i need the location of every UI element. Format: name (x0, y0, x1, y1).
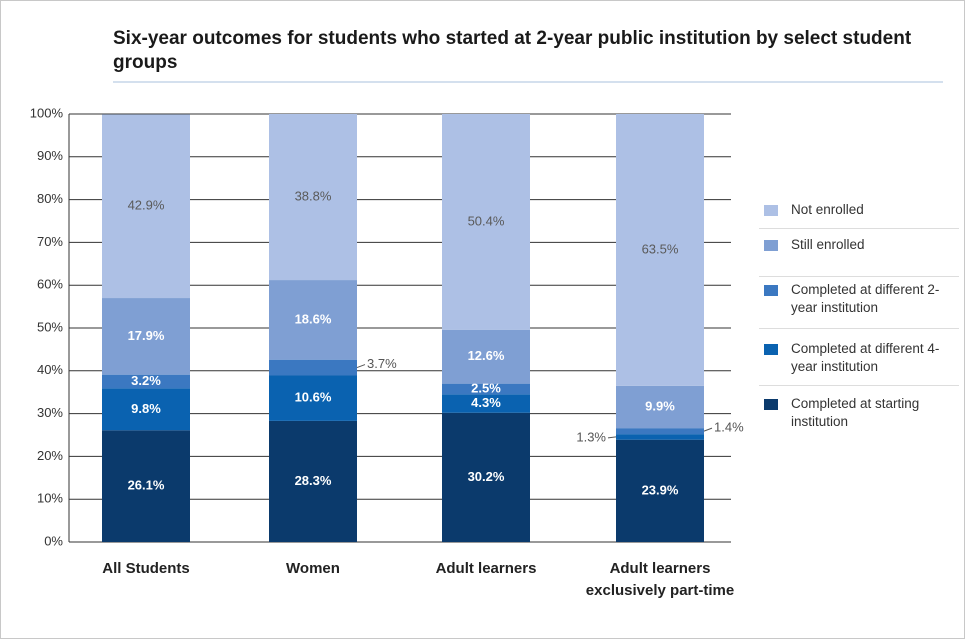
x-tick-label: All Students (102, 560, 190, 577)
legend-label: Still enrolled (791, 237, 865, 252)
value-label: 50.4% (468, 213, 505, 228)
leader-line (356, 364, 366, 369)
y-tick-label: 30% (37, 405, 63, 420)
value-label: 4.3% (471, 395, 501, 410)
legend-swatch (764, 399, 778, 410)
y-tick-label: 80% (37, 191, 63, 206)
value-label: 23.9% (642, 482, 679, 497)
legend-label: Completed at different 4-year institutio… (791, 341, 940, 374)
value-label: 1.3% (576, 429, 606, 444)
y-tick-label: 90% (37, 148, 63, 163)
bar-segment (269, 420, 357, 542)
legend-label: Completed at starting institution (791, 396, 920, 429)
bar-segment (616, 439, 704, 542)
value-label: 38.8% (295, 188, 332, 203)
legend-swatch (764, 344, 778, 355)
bar-segment (269, 280, 357, 360)
value-label: 3.2% (131, 373, 161, 388)
y-tick-label: 10% (37, 491, 63, 506)
x-tick-label: Adult learners exclusively part-time (585, 560, 735, 599)
y-tick-label: 40% (37, 362, 63, 377)
bar-segment (442, 383, 530, 395)
value-label: 9.9% (645, 398, 675, 413)
value-label: 42.9% (128, 198, 165, 213)
chart-title: Six-year outcomes for students who start… (113, 28, 912, 73)
y-tick-label: 20% (37, 448, 63, 463)
value-label: 30.2% (468, 469, 505, 484)
value-label: 10.6% (295, 390, 332, 405)
bar-segment (442, 412, 530, 542)
bar-segment (269, 114, 357, 281)
legend-swatch (764, 205, 778, 216)
bar-segment (616, 114, 704, 386)
y-tick-label: 70% (37, 234, 63, 249)
value-label: 63.5% (642, 241, 679, 256)
value-label: 26.1% (128, 478, 165, 493)
bar-segment (102, 388, 190, 431)
bar-segment (616, 434, 704, 440)
leader-line (703, 427, 713, 432)
bar-segment (102, 114, 190, 299)
value-label: 3.7% (367, 356, 397, 371)
value-label: 9.8% (131, 401, 161, 416)
legend-label: Not enrolled (791, 202, 864, 217)
bar-segment (442, 394, 530, 413)
value-label: 17.9% (128, 328, 165, 343)
value-label: 12.6% (468, 348, 505, 363)
bar-segment (616, 385, 704, 429)
x-tick-label: Adult learners (435, 560, 537, 577)
y-tick-label: 0% (44, 533, 63, 548)
legend-swatch (764, 285, 778, 296)
bar-segment (102, 430, 190, 542)
bar-segment (442, 329, 530, 384)
value-label: 28.3% (295, 473, 332, 488)
y-tick-label: 100% (30, 105, 64, 120)
legend-label: Completed at different 2-year institutio… (791, 282, 940, 315)
value-label: 18.6% (295, 311, 332, 326)
leader-line (607, 436, 617, 439)
x-tick-label: Women (286, 560, 340, 577)
bar-segment (442, 114, 530, 330)
bar-segment (269, 359, 357, 376)
value-label: 2.5% (471, 380, 501, 395)
value-label: 1.4% (714, 420, 744, 435)
legend-swatch (764, 240, 778, 251)
y-tick-label: 50% (37, 319, 63, 334)
bar-segment (102, 298, 190, 375)
bar-segment (616, 428, 704, 435)
bar-segment (269, 375, 357, 421)
y-tick-label: 60% (37, 277, 63, 292)
bar-segment (102, 374, 190, 389)
